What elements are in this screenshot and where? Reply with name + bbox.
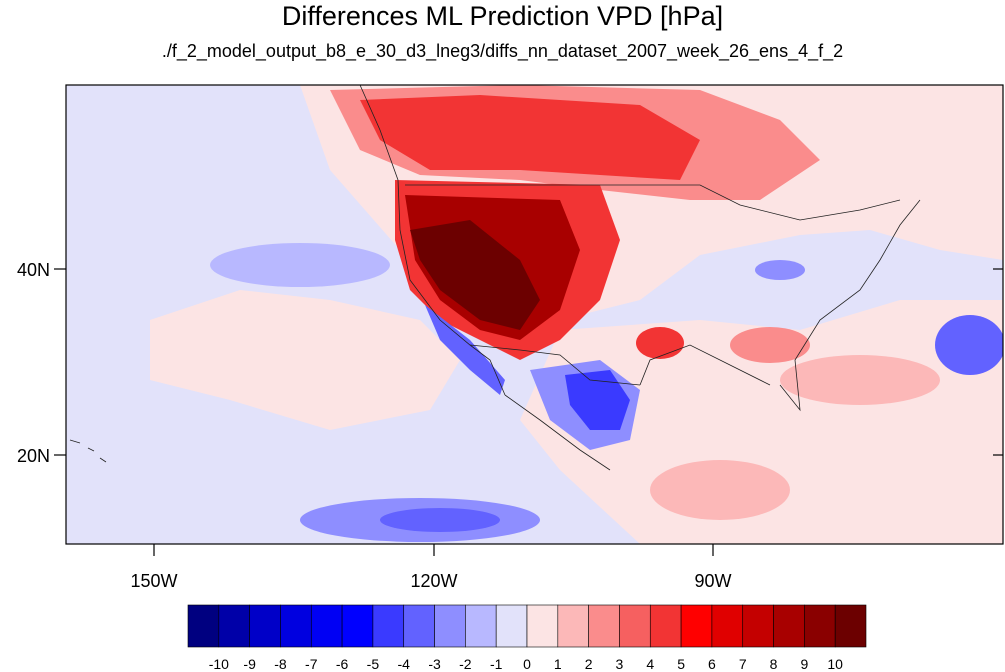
colorbar-swatch	[742, 604, 774, 648]
colorbar-label: -1	[490, 656, 503, 672]
lon-label-90w: 90W	[694, 571, 731, 591]
coastlines	[69, 85, 921, 471]
region-caribbean-warm	[650, 460, 790, 520]
us-mexico-border	[469, 344, 641, 386]
colorbar-swatch	[434, 604, 466, 648]
colorbar-label: 2	[585, 656, 593, 672]
colorbar-label: 1	[554, 656, 562, 672]
mexico-coastline	[504, 344, 771, 471]
region-atlantic-east-cool	[935, 315, 1003, 375]
colorbar-label: -8	[274, 656, 287, 672]
colorbar-label: 10	[827, 656, 843, 672]
colorbar-swatch	[341, 604, 374, 648]
colorbar-label: -4	[398, 656, 411, 672]
colorbar-swatch	[773, 604, 805, 648]
chart-title: Differences ML Prediction VPD [hPa]	[281, 1, 724, 31]
axis-ticks	[54, 268, 1003, 556]
colorbar-label: -7	[305, 656, 318, 672]
map-plot-area	[66, 85, 1003, 544]
colorbar-swatch	[588, 604, 620, 648]
colorbar-swatch	[526, 604, 559, 648]
colorbar-label: -9	[243, 656, 256, 672]
colorbar-label: 9	[800, 656, 808, 672]
pacific-coastline	[359, 85, 506, 396]
colorbar-swatch	[680, 604, 713, 648]
colorbar-label: 5	[677, 656, 685, 672]
colorbar-label: -6	[336, 656, 349, 672]
colorbar-label: 7	[739, 656, 747, 672]
colorbar-swatch	[310, 604, 343, 648]
colorbar-swatch	[804, 604, 836, 648]
colorbar-label: 3	[616, 656, 624, 672]
region-mexico-core-cool	[565, 370, 630, 430]
region-ohio-valley-cool	[755, 260, 805, 280]
east-coastline	[779, 199, 921, 412]
region-pacific-mid-cool	[210, 243, 390, 287]
colorbar-swatch	[495, 604, 528, 648]
lon-label-120w: 120W	[410, 571, 457, 591]
colorbar: -10 -9 -8 -7 -6 -5 -4 -3 -2 -1 0 1 2 3 4 5 6 7 8 9 10	[187, 604, 867, 672]
region-gulf-warm	[780, 355, 940, 405]
colorbar-swatch	[280, 604, 312, 648]
colorbar-label: -3	[428, 656, 441, 672]
lat-label-20n: 20N	[17, 446, 50, 466]
chart-subtitle: ./f_2_model_output_b8_e_30_d3_lneg3/diff…	[161, 41, 844, 61]
region-core-southwest	[410, 220, 540, 330]
colorbar-swatch	[649, 604, 682, 648]
region-southeast-warm	[730, 327, 810, 363]
lon-label-150w: 150W	[130, 571, 177, 591]
colorbar-label: -2	[459, 656, 472, 672]
colorbar-label: -5	[367, 656, 380, 672]
region-baja-coast-cool	[425, 305, 505, 395]
colorbar-label: -10	[209, 656, 229, 672]
colorbar-swatch	[711, 604, 744, 648]
colorbar-label: 8	[770, 656, 778, 672]
colorbar-swatch	[218, 604, 250, 648]
hawaii-islands	[69, 439, 107, 463]
colorbar-swatch	[187, 604, 220, 648]
colorbar-swatch	[834, 604, 867, 648]
colorbar-swatch	[249, 604, 281, 648]
colorbar-swatch	[403, 604, 435, 648]
colorbar-swatch	[372, 604, 405, 648]
colorbar-label: 0	[523, 656, 531, 672]
colorbar-label: 4	[646, 656, 654, 672]
lat-label-40n: 40N	[17, 260, 50, 280]
region-canada-hot	[360, 95, 700, 180]
colorbar-swatch	[619, 604, 651, 648]
region-texas-warm	[636, 327, 684, 359]
colorbar-swatch	[465, 604, 497, 648]
map-frame	[65, 84, 1004, 545]
region-pacific-south-core	[380, 508, 500, 532]
region-pacific-warm-band	[150, 290, 460, 430]
us-canada-border	[405, 184, 901, 221]
colorbar-swatch	[557, 604, 589, 648]
colorbar-label: 6	[708, 656, 716, 672]
